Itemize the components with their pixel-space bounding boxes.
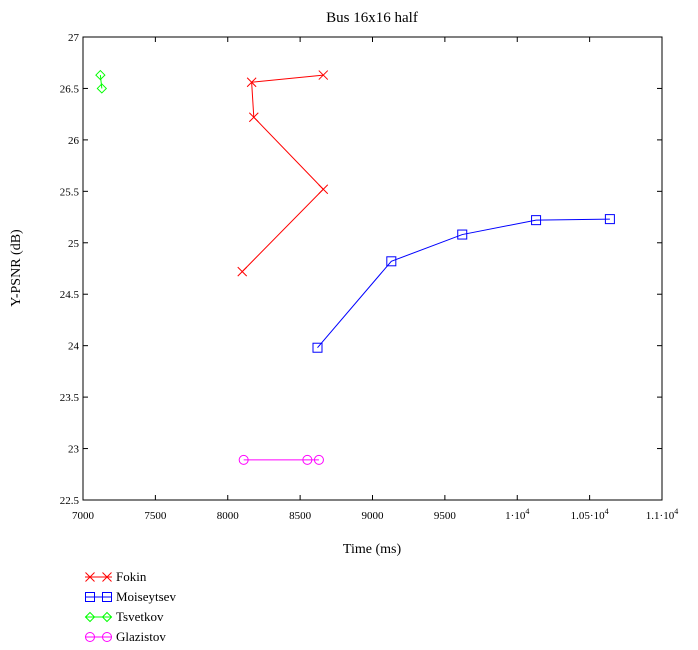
legend-marker-tsvetkov xyxy=(101,611,113,623)
x-tick-label: 1.05·104 xyxy=(571,507,609,522)
series-line-fokin xyxy=(241,74,324,272)
legend-label-moiseytsev: Moiseytsev xyxy=(116,589,176,604)
legend-label-fokin: Fokin xyxy=(116,569,147,584)
y-tick-label: 22.5 xyxy=(60,495,80,507)
legend-marker-glazistov xyxy=(85,632,95,642)
legend-item-fokin: Fokin xyxy=(85,569,147,584)
data-point-glazistov xyxy=(302,454,313,465)
data-point-moiseytsev xyxy=(386,256,397,267)
data-point-moiseytsev xyxy=(312,342,323,353)
legend-marker-glazistov xyxy=(102,632,112,642)
data-point-moiseytsev xyxy=(604,214,615,225)
y-tick-label: 26.5 xyxy=(60,83,80,95)
legend-marker-moiseytsev xyxy=(102,592,112,602)
data-point-fokin xyxy=(246,77,257,88)
legend-marker-tsvetkov xyxy=(84,611,96,623)
data-point-fokin xyxy=(237,266,248,277)
legend-item-tsvetkov: Tsvetkov xyxy=(84,609,164,624)
x-tick-exponent: 4 xyxy=(525,507,529,516)
x-tick-exponent: 4 xyxy=(674,507,678,516)
legend-label-tsvetkov: Tsvetkov xyxy=(116,609,164,624)
y-tick-label: 26 xyxy=(68,135,80,147)
y-axis-title: Y-PSNR (dB) xyxy=(9,229,24,307)
data-point-tsvetkov xyxy=(95,69,106,81)
data-point-fokin xyxy=(318,70,329,80)
y-tick-label: 24.5 xyxy=(60,289,80,301)
legend-marker-fokin xyxy=(102,572,112,582)
x-tick-label: 1·104 xyxy=(505,507,529,522)
y-tick-label: 24 xyxy=(68,341,80,353)
legend-item-moiseytsev: Moiseytsev xyxy=(85,589,176,604)
y-tick-label: 25 xyxy=(68,238,80,250)
y-tick-label: 23.5 xyxy=(60,392,80,404)
plot-frame xyxy=(82,36,663,501)
data-point-tsvetkov xyxy=(96,83,108,94)
data-point-fokin xyxy=(318,184,329,195)
x-tick-label: 7000 xyxy=(72,510,95,522)
plot-area: 7000 7500 8000 8500 9000 9500 1·104 1.05·104 1.1… xyxy=(60,32,678,522)
chart-title: Bus 16x16 half xyxy=(326,10,418,26)
series-line-moiseytsev xyxy=(317,218,610,349)
data-point-moiseytsev xyxy=(457,229,468,240)
x-tick-label: 7500 xyxy=(144,510,167,522)
x-tick-label: 9500 xyxy=(434,510,457,522)
data-point-fokin xyxy=(248,112,259,123)
y-tick-label: 25.5 xyxy=(60,186,80,198)
x-axis-title: Time (ms) xyxy=(343,542,402,557)
legend-item-glazistov: Glazistov xyxy=(85,629,166,644)
x-tick-label: 9000 xyxy=(362,510,385,522)
x-tick-exponent: 4 xyxy=(605,507,609,516)
data-point-glazistov xyxy=(313,454,324,465)
legend-marker-fokin xyxy=(85,572,95,582)
x-tick-label: 1.1·104 xyxy=(646,507,678,522)
legend: Fokin Moiseytsev Tsvetkov Glazistov xyxy=(84,569,176,644)
x-tick-label: 8000 xyxy=(217,510,240,522)
y-tick-label: 23 xyxy=(68,444,80,456)
data-point-moiseytsev xyxy=(531,215,542,226)
x-tick-label: 8500 xyxy=(289,510,312,522)
legend-label-glazistov: Glazistov xyxy=(116,629,166,644)
legend-marker-moiseytsev xyxy=(85,592,95,602)
data-point-glazistov xyxy=(238,454,249,465)
series-line-tsvetkov xyxy=(99,75,103,89)
y-tick-label: 27 xyxy=(68,32,80,44)
